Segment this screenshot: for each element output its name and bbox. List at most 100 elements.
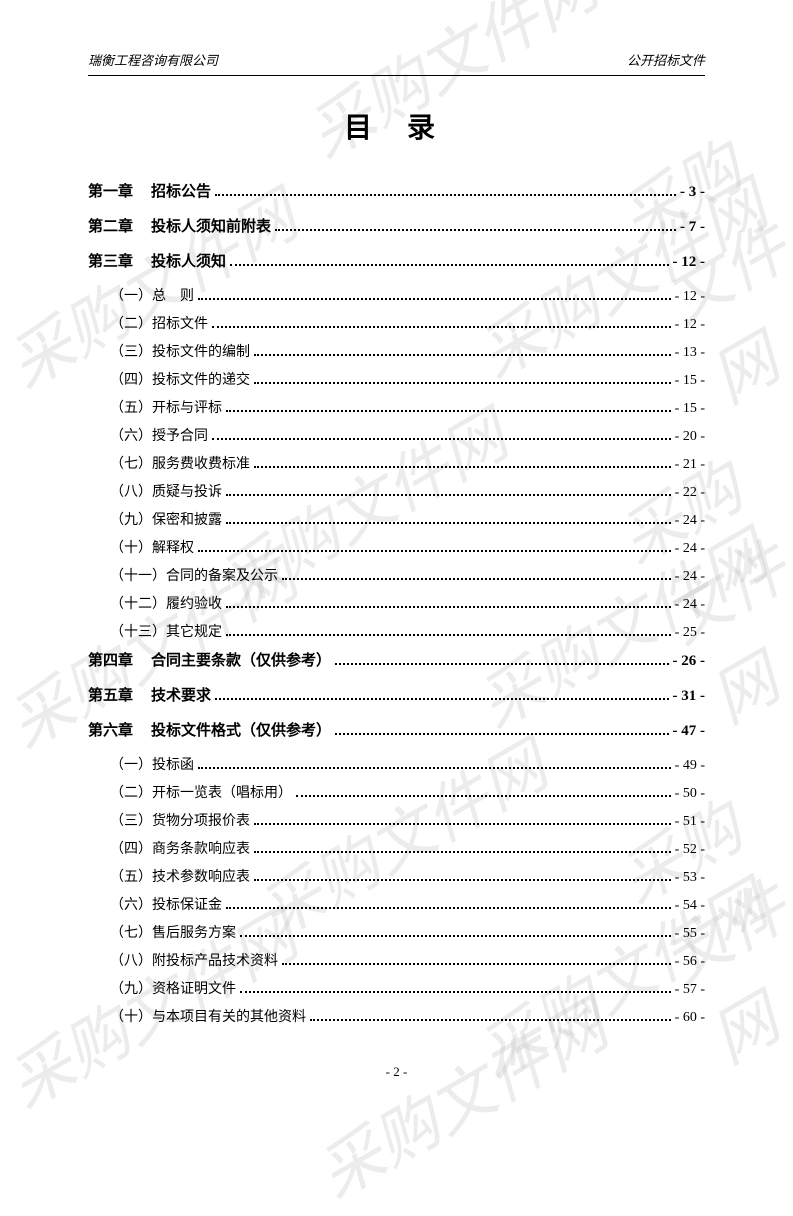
sub-number: （十）: [110, 537, 152, 557]
chapter-label: 第五章: [88, 684, 133, 705]
sub-page: - 12 -: [675, 289, 705, 305]
sub-number: （八）: [110, 481, 152, 501]
sub-number: （八）: [110, 950, 152, 970]
chapter-title: 投标人须知前附表: [151, 215, 271, 236]
chapter-line: 第三章投标人须知 - 12 -: [88, 250, 705, 271]
sub-line: （六）授予合同- 20 -: [88, 425, 705, 445]
sub-number: （九）: [110, 978, 152, 998]
sub-line: （十）与本项目有关的其他资料- 60 -: [88, 1006, 705, 1026]
chapter-title: 合同主要条款（仅供参考）: [151, 649, 331, 670]
sub-number: （一）: [110, 285, 152, 305]
sub-line: （二）开标一览表（唱标用） - 50 -: [88, 782, 705, 802]
sub-number: （六）: [110, 894, 152, 914]
sub-page: - 49 -: [675, 758, 705, 774]
sub-title: 开标一览表（唱标用）: [152, 782, 292, 802]
sub-page: - 24 -: [675, 597, 705, 613]
leader-dots: [198, 298, 671, 300]
sub-page: - 56 -: [675, 954, 705, 970]
sub-title: 解释权: [152, 537, 194, 557]
sub-page: - 22 -: [675, 485, 705, 501]
sub-title: 货物分项报价表: [152, 810, 250, 830]
leader-dots: [254, 382, 671, 384]
leader-dots: [240, 991, 671, 993]
leader-dots: [226, 606, 671, 608]
sub-page: - 25 -: [675, 625, 705, 641]
sub-title: 技术参数响应表: [152, 866, 250, 886]
sub-page: - 50 -: [675, 786, 705, 802]
chapter-label: 第六章: [88, 719, 133, 740]
chapter-label: 第三章: [88, 250, 133, 271]
sub-number: （二）: [110, 782, 152, 802]
sub-line: （四）商务条款响应表 - 52 -: [88, 838, 705, 858]
chapter-line: 第二章投标人须知前附表- 7 -: [88, 215, 705, 236]
leader-dots: [254, 879, 671, 881]
sub-number: （七）: [110, 922, 152, 942]
table-of-contents: 第一章招标公告- 3 -第二章投标人须知前附表- 7 -第三章投标人须知- 12…: [88, 180, 705, 1026]
sub-line: （五）开标与评标 - 15 -: [88, 397, 705, 417]
sub-page: - 24 -: [675, 541, 705, 557]
sub-number: （二）: [110, 313, 152, 333]
leader-dots: [226, 410, 671, 412]
sub-number: （四）: [110, 838, 152, 858]
sub-title: 商务条款响应表: [152, 838, 250, 858]
sub-title: 投标文件的递交: [152, 369, 250, 389]
sub-title: 投标函: [152, 754, 194, 774]
sub-title: 投标保证金: [152, 894, 222, 914]
leader-dots: [254, 851, 671, 853]
header-left: 瑞衡工程咨询有限公司: [88, 50, 218, 69]
leader-dots: [282, 963, 671, 965]
sub-title: 总 则: [152, 285, 194, 305]
sub-title: 售后服务方案: [152, 922, 236, 942]
sub-page: - 53 -: [675, 870, 705, 886]
page-header: 瑞衡工程咨询有限公司 公开招标文件: [88, 50, 705, 76]
chapter-title: 投标人须知: [151, 250, 226, 271]
sub-line: （五）技术参数响应表 - 53 -: [88, 866, 705, 886]
sub-number: （五）: [110, 397, 152, 417]
chapter-title: 投标文件格式（仅供参考）: [151, 719, 331, 740]
chapter-page: - 26 -: [673, 653, 706, 670]
sub-title: 招标文件: [152, 313, 208, 333]
sub-line: （二）招标文件 - 12 -: [88, 313, 705, 333]
leader-dots: [240, 935, 671, 937]
chapter-label: 第四章: [88, 649, 133, 670]
sub-title: 履约验收: [166, 593, 222, 613]
sub-line: （八）质疑与投诉 - 22 -: [88, 481, 705, 501]
sub-line: （四）投标文件的递交 - 15 -: [88, 369, 705, 389]
sub-page: - 52 -: [675, 842, 705, 858]
leader-dots: [212, 326, 671, 328]
chapter-line: 第四章合同主要条款（仅供参考） - 26 -: [88, 649, 705, 670]
sub-title: 质疑与投诉: [152, 481, 222, 501]
leader-dots: [226, 494, 671, 496]
chapter-line: 第六章投标文件格式（仅供参考）- 47 -: [88, 719, 705, 740]
sub-title: 附投标产品技术资料: [152, 950, 278, 970]
leader-dots: [198, 550, 671, 552]
sub-number: （五）: [110, 866, 152, 886]
sub-page: - 21 -: [675, 457, 705, 473]
sub-title: 开标与评标: [152, 397, 222, 417]
sub-line: （八）附投标产品技术资料 - 56 -: [88, 950, 705, 970]
leader-dots: [198, 767, 671, 769]
chapter-page: - 31 -: [673, 688, 706, 705]
sub-page: - 12 -: [675, 317, 705, 333]
sub-number: （四）: [110, 369, 152, 389]
sub-line: （九）资格证明文件- 57 -: [88, 978, 705, 998]
sub-number: （三）: [110, 810, 152, 830]
sub-line: （十三）其它规定 - 25 -: [88, 621, 705, 641]
chapter-line: 第五章技术要求 - 31 -: [88, 684, 705, 705]
sub-page: - 15 -: [675, 373, 705, 389]
sub-line: （十）解释权 - 24 -: [88, 537, 705, 557]
sub-line: （九）保密和披露- 24 -: [88, 509, 705, 529]
chapter-title: 技术要求: [151, 684, 211, 705]
sub-page: - 24 -: [675, 513, 705, 529]
leader-dots: [282, 578, 671, 580]
chapter-page: - 12 -: [673, 254, 706, 271]
chapter-label: 第二章: [88, 215, 133, 236]
leader-dots: [254, 354, 671, 356]
sub-page: - 20 -: [675, 429, 705, 445]
sub-title: 其它规定: [166, 621, 222, 641]
sub-number: （十三）: [110, 621, 166, 641]
sub-number: （七）: [110, 453, 152, 473]
header-right: 公开招标文件: [627, 50, 705, 69]
sub-page: - 15 -: [675, 401, 705, 417]
sub-line: （三）货物分项报价表- 51 -: [88, 810, 705, 830]
